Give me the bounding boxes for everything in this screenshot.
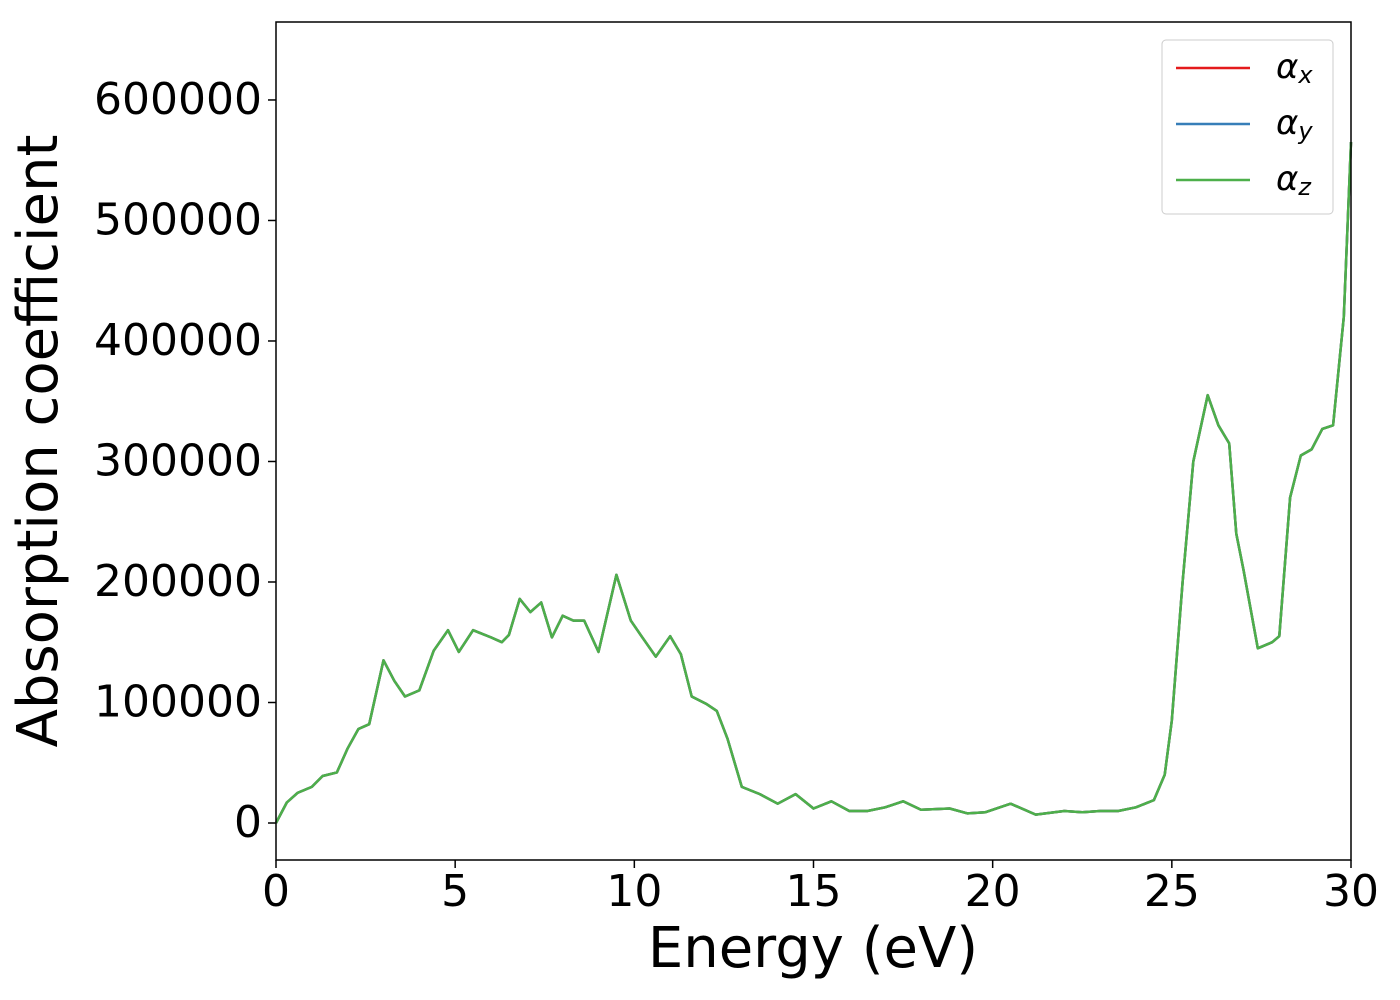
- y-tick-label: 600000: [94, 74, 262, 125]
- legend-label: αz: [1276, 159, 1312, 202]
- x-tick-label: 5: [441, 866, 469, 917]
- y-axis-label: Absorption coefficient: [6, 135, 71, 748]
- x-tick-label: 10: [606, 866, 662, 917]
- x-tick-label: 0: [262, 866, 290, 917]
- x-axis-label: Energy (eV): [648, 916, 978, 981]
- y-tick-label: 200000: [94, 556, 262, 607]
- data-line: [274, 142, 1353, 824]
- x-tick-label: 15: [786, 866, 842, 917]
- legend: αx αy αz: [1161, 39, 1334, 215]
- data-line: [274, 142, 1353, 824]
- y-tick-label: 0: [234, 797, 262, 848]
- data-line: [274, 142, 1353, 824]
- x-tick-label: 25: [1144, 866, 1200, 917]
- y-tick-label: 100000: [94, 676, 262, 727]
- legend-label: αx: [1276, 47, 1313, 90]
- legend-label: αy: [1276, 103, 1313, 146]
- legend-box: [1161, 39, 1334, 215]
- x-tick-label: 20: [965, 866, 1021, 917]
- y-tick-label: 300000: [94, 435, 262, 486]
- x-tick-label: 30: [1323, 866, 1379, 917]
- y-tick-label: 500000: [94, 194, 262, 245]
- y-tick-label: 400000: [94, 315, 262, 366]
- plot-frame: [275, 21, 1352, 861]
